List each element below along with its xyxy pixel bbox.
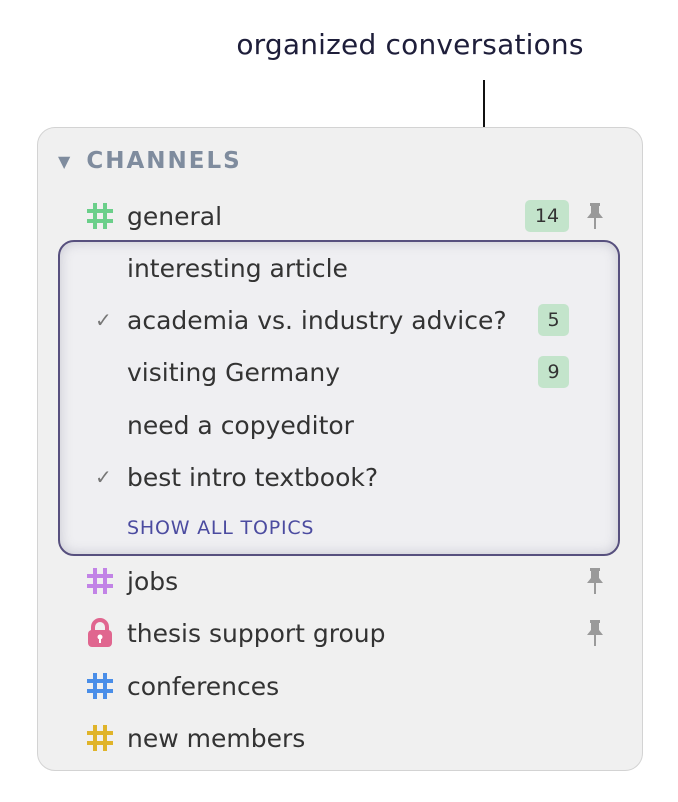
pin-icon[interactable] xyxy=(585,618,605,648)
pin-icon[interactable] xyxy=(585,566,605,596)
check-icon: ✓ xyxy=(95,465,112,489)
hash-icon xyxy=(87,201,113,231)
channel-row-jobs[interactable]: jobs xyxy=(37,559,641,603)
topics-highlight xyxy=(58,240,620,556)
lock-icon xyxy=(87,618,113,648)
section-title: CHANNELS xyxy=(86,148,242,174)
channel-name: thesis support group xyxy=(127,618,386,648)
topic-row[interactable]: interesting article xyxy=(37,246,641,290)
channel-row-conferences[interactable]: conferences xyxy=(37,664,641,708)
pin-icon[interactable] xyxy=(585,201,605,231)
topic-name: visiting Germany xyxy=(127,357,341,387)
channel-row-general[interactable]: general 14 xyxy=(37,194,641,238)
annotation-label: organized conversations xyxy=(236,28,584,61)
topic-name: best intro textbook? xyxy=(127,462,379,492)
topic-row[interactable]: need a copyeditor xyxy=(37,403,641,447)
unread-badge: 9 xyxy=(538,356,569,388)
channel-name: conferences xyxy=(127,671,280,701)
topic-row[interactable]: ✓ academia vs. industry advice? 5 xyxy=(37,298,641,342)
check-icon: ✓ xyxy=(95,308,112,332)
topic-row[interactable]: ✓ best intro textbook? xyxy=(37,455,641,499)
unread-badge: 5 xyxy=(538,304,569,336)
channel-name: general xyxy=(127,201,223,231)
collapse-triangle-icon[interactable]: ▼ xyxy=(58,151,73,171)
topic-row[interactable]: visiting Germany 9 xyxy=(37,350,641,394)
unread-badge: 14 xyxy=(525,200,569,232)
hash-icon xyxy=(87,671,113,701)
topic-name: need a copyeditor xyxy=(127,410,354,440)
channels-header[interactable]: ▼ CHANNELS xyxy=(58,148,242,174)
channel-row-new-members[interactable]: new members xyxy=(37,716,641,760)
channel-name: new members xyxy=(127,723,306,753)
hash-icon xyxy=(87,566,113,596)
hash-icon xyxy=(87,723,113,753)
channel-row-thesis-support-group[interactable]: thesis support group xyxy=(37,611,641,655)
topic-name: interesting article xyxy=(127,253,348,283)
show-all-topics-row: SHOW ALL TOPICS xyxy=(37,506,641,550)
channel-name: jobs xyxy=(127,566,179,596)
show-all-topics-link[interactable]: SHOW ALL TOPICS xyxy=(127,517,315,539)
topic-name: academia vs. industry advice? xyxy=(127,305,507,335)
